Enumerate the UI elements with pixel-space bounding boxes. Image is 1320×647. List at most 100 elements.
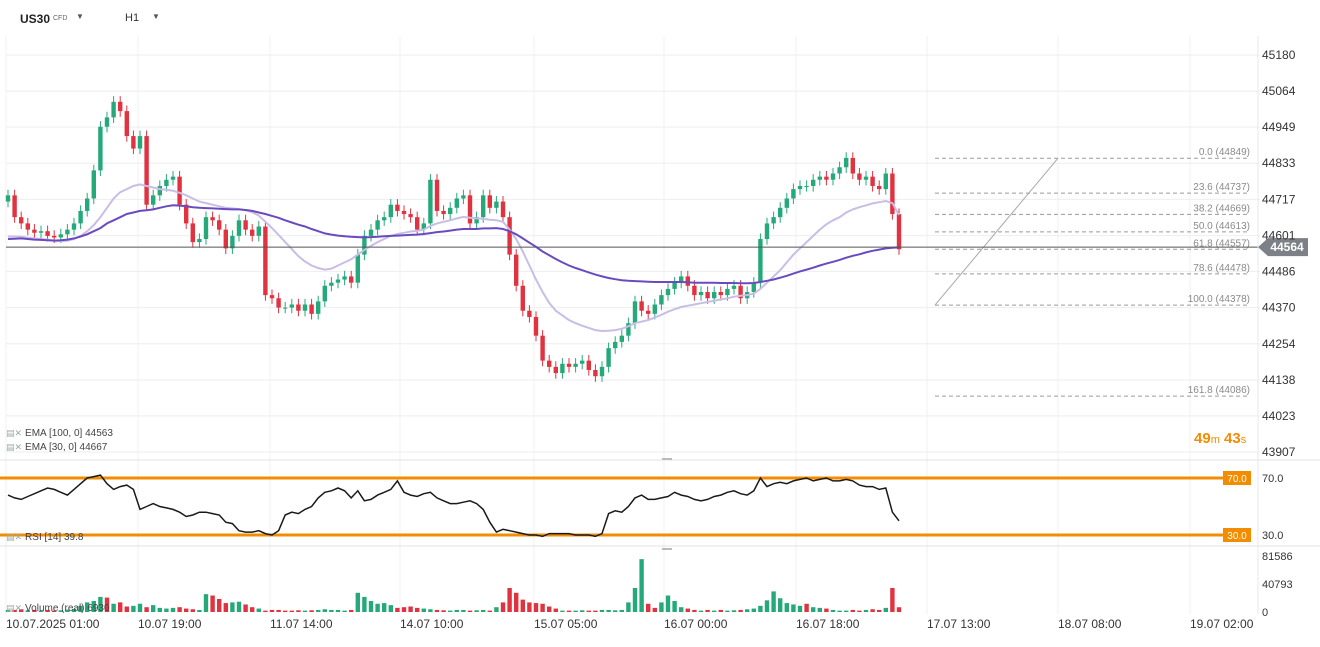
volume-tick-label: 81586 xyxy=(1262,551,1293,563)
ema30-line xyxy=(8,183,900,333)
ema30-label: EMA [30, 0] 44667 xyxy=(25,442,108,453)
settings-icon[interactable]: ▤✕ xyxy=(6,532,23,542)
candle-up xyxy=(659,295,664,305)
volume-bar xyxy=(850,609,855,612)
volume-bar xyxy=(32,609,37,612)
volume-panel: 81586 40793 0 xyxy=(5,551,1293,619)
candle-up xyxy=(883,173,888,190)
volume-bar xyxy=(771,591,776,612)
time-tick-label: 18.07 08:00 xyxy=(1058,617,1122,631)
panel-dividers xyxy=(0,36,1320,614)
settings-icon[interactable]: ▤✕ xyxy=(6,428,23,438)
time-tick-label: 11.07 14:00 xyxy=(270,617,333,631)
volume-bar xyxy=(283,610,288,612)
instrument-type: CFD xyxy=(53,15,68,22)
volume-bar xyxy=(467,610,473,612)
symbol-dropdown-chevron-icon[interactable]: ▼ xyxy=(76,12,84,21)
volume-bar xyxy=(500,602,506,612)
settings-icon[interactable]: ▤✕ xyxy=(6,603,23,613)
volume-bar xyxy=(322,609,327,612)
volume-bar xyxy=(349,609,354,612)
price-tick-label: 44717 xyxy=(1262,192,1296,206)
volume-bar xyxy=(474,610,479,612)
volume-bar xyxy=(104,597,110,612)
candle-up xyxy=(316,301,321,314)
volume-bar xyxy=(481,609,486,612)
volume-bar xyxy=(19,609,24,612)
volume-bar xyxy=(593,610,598,612)
legend-ema30[interactable]: ▤✕ EMA [30, 0] 44667 xyxy=(6,442,107,453)
candle-up xyxy=(65,229,70,235)
volume-bar xyxy=(870,609,875,612)
candle-down xyxy=(408,214,413,218)
volume-bar xyxy=(269,609,275,612)
candle-up xyxy=(771,217,776,224)
symbol-name[interactable]: US30 xyxy=(20,12,51,26)
candle-down xyxy=(639,301,644,311)
fib-level-label: 23.6 (44737) xyxy=(1193,182,1250,193)
candle-up xyxy=(481,195,486,218)
volume-bar xyxy=(131,605,136,612)
candle-down xyxy=(705,292,710,299)
candle-up xyxy=(606,348,611,367)
settings-icon[interactable]: ▤✕ xyxy=(6,442,23,452)
timeframe-selector[interactable]: H1 xyxy=(125,12,140,24)
legend-volume[interactable]: ▤✕ Volume (real) 6930 xyxy=(6,603,110,614)
price-tick-label: 45064 xyxy=(1262,84,1296,98)
volume-bar xyxy=(428,609,433,612)
candle-down xyxy=(210,217,215,221)
candle-up xyxy=(731,285,737,289)
legend-ema100[interactable]: ▤✕ EMA [100, 0] 44563 xyxy=(6,428,113,439)
candle-down xyxy=(685,276,690,286)
top-toolbar: US30 CFD ▼ H1 ▼ xyxy=(0,0,1320,36)
time-tick-label: 15.07 05:00 xyxy=(534,617,598,631)
candle-down xyxy=(118,101,123,112)
candle-up xyxy=(494,201,499,208)
candle-up xyxy=(283,307,288,309)
volume-bar xyxy=(652,607,657,612)
volume-bar xyxy=(316,609,321,612)
volume-bar xyxy=(494,607,499,612)
volume-label: Volume (real) 6930 xyxy=(25,603,110,614)
candle-up xyxy=(230,235,235,249)
candle-down xyxy=(19,217,24,224)
legend-rsi[interactable]: ▤✕ RSI [14] 39.8 xyxy=(6,532,83,543)
candle-down xyxy=(514,254,519,286)
candle-up xyxy=(137,136,143,149)
fib-level-label: 100.0 (44378) xyxy=(1188,294,1250,305)
candle-up xyxy=(368,229,374,236)
fib-trend-line xyxy=(934,157,1059,306)
candle-down xyxy=(850,157,855,174)
volume-tick-label: 0 xyxy=(1262,607,1268,619)
ema100-label: EMA [100, 0] 44563 xyxy=(25,428,113,439)
volume-bar xyxy=(111,603,116,612)
candle-up xyxy=(804,185,809,187)
candle-down xyxy=(738,285,743,299)
volume-bar xyxy=(679,607,684,612)
volume-bar xyxy=(824,608,829,612)
volume-bar xyxy=(626,602,631,612)
candle-up xyxy=(382,217,387,221)
volume-tick-label: 40793 xyxy=(1262,579,1293,591)
volume-bar xyxy=(890,587,895,612)
candle-up xyxy=(289,304,294,308)
volume-bar xyxy=(454,609,459,612)
volume-bar xyxy=(78,605,83,612)
candle-up xyxy=(104,117,110,127)
pane-resize-handle xyxy=(662,548,672,550)
volume-bar xyxy=(236,601,242,612)
candle-up xyxy=(599,366,605,377)
candle-up xyxy=(98,126,103,171)
volume-bar xyxy=(144,607,149,612)
candle-up xyxy=(5,195,11,202)
candle-down xyxy=(309,304,314,314)
timeframe-chevron-icon[interactable]: ▼ xyxy=(152,12,160,21)
candle-down xyxy=(586,360,591,370)
candle-up xyxy=(454,198,459,208)
volume-bar xyxy=(692,609,697,612)
volume-bar xyxy=(434,609,440,612)
volume-bar xyxy=(52,610,57,612)
candle-up xyxy=(256,226,261,236)
volume-bar xyxy=(157,607,162,612)
